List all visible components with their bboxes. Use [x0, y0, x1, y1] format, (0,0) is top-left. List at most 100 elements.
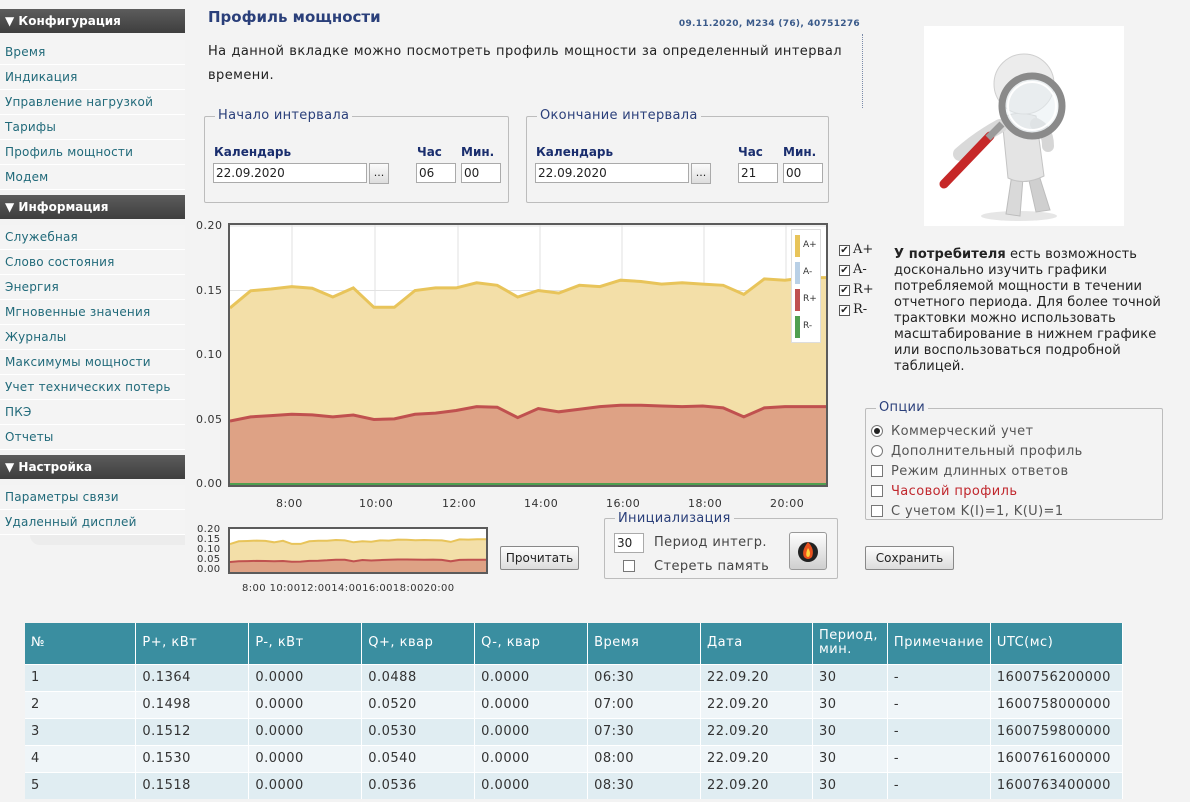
mini-chart-y-tick: 0.15 — [197, 534, 221, 545]
table-header-row: № P+, кВт P-, кВт Q+, квар Q-, квар Врем… — [25, 623, 1124, 664]
table-row[interactable]: 5 0.1518 0.0000 0.0536 0.0000 08:30 22.09.20 30… — [25, 771, 1124, 799]
col-time[interactable]: Время — [587, 623, 701, 664]
coef-checkbox[interactable] — [871, 505, 883, 517]
chart-y-tick: 0.20 — [196, 219, 223, 232]
commercial-label: Коммерческий учет — [891, 424, 1034, 439]
sidebar-section-info[interactable]: ▼ Информация — [0, 195, 185, 219]
end-date-input[interactable]: 22.09.2020 — [535, 163, 689, 183]
sidebar-item-tech-losses[interactable]: Учет технических потерь — [0, 375, 185, 400]
col-number[interactable]: № — [25, 623, 137, 664]
table-cell: 0.0000 — [474, 771, 589, 799]
additional-profile-radio[interactable] — [871, 445, 883, 457]
mini-chart-y-tick: 0.00 — [197, 564, 221, 575]
table-row[interactable]: 3 0.1512 0.0000 0.0530 0.0000 07:30 22.09.20 30… — [25, 717, 1124, 745]
table-cell: 22.09.20 — [700, 744, 813, 772]
header-divider — [862, 34, 863, 108]
table-cell: 1 — [25, 663, 137, 691]
sidebar-item-instant-values[interactable]: Мгновенные значения — [0, 300, 185, 325]
sidebar-item-load-control[interactable]: Управление нагрузкой — [0, 90, 185, 115]
mini-chart[interactable] — [228, 527, 488, 574]
col-q-plus[interactable]: Q+, квар — [361, 623, 476, 664]
col-date[interactable]: Дата — [700, 623, 813, 664]
sidebar-item-time[interactable]: Время — [0, 40, 185, 65]
chart-y-tick: 0.15 — [196, 283, 223, 297]
end-hour-label: Час — [738, 145, 763, 159]
end-min-input[interactable]: 00 — [783, 163, 823, 183]
start-date-picker-button[interactable]: ... — [369, 163, 389, 184]
sidebar-section-settings[interactable]: ▼ Настройка — [0, 455, 185, 479]
table-cell: 0.0000 — [474, 717, 589, 745]
series-a-minus-checkbox[interactable]: ✔ — [839, 265, 850, 276]
table-row[interactable]: 2 0.1498 0.0000 0.0520 0.0000 07:00 22.09.20 30… — [25, 690, 1124, 718]
sidebar-item-power-maximums[interactable]: Максимумы мощности — [0, 350, 185, 375]
table-cell: 0.0000 — [248, 717, 363, 745]
sidebar-item-power-profile[interactable]: Профиль мощности — [0, 140, 185, 165]
table-cell: 30 — [812, 744, 888, 772]
start-interval-legend: Начало интервала — [215, 108, 353, 123]
table-cell: 30 — [812, 663, 888, 691]
power-profile-chart[interactable] — [228, 223, 828, 487]
save-button[interactable]: Сохранить — [865, 546, 954, 570]
table-cell: 1600756200000 — [990, 663, 1124, 691]
info-text-body: есть возможность досконально изучить гра… — [894, 247, 1161, 374]
sidebar-item-service[interactable]: Служебная — [0, 225, 185, 250]
end-hour-input[interactable]: 21 — [738, 163, 778, 183]
sidebar-item-indication[interactable]: Индикация — [0, 65, 185, 90]
init-legend: Инициализация — [615, 511, 734, 526]
col-p-plus[interactable]: P+, кВт — [135, 623, 250, 664]
sidebar-item-remote-display[interactable]: Удаленный дисплей — [0, 510, 185, 535]
table-cell: 0.0000 — [248, 690, 363, 718]
sidebar-item-connection-params[interactable]: Параметры связи — [0, 485, 185, 510]
col-p-minus[interactable]: P-, кВт — [248, 623, 363, 664]
period-input[interactable]: 30 — [614, 533, 644, 553]
table-cell: 1600759800000 — [990, 717, 1124, 745]
col-utc[interactable]: UTC(мс) — [990, 623, 1124, 664]
table-cell: 06:30 — [587, 663, 701, 691]
col-q-minus[interactable]: Q-, квар — [474, 623, 589, 664]
sidebar-item-modem[interactable]: Модем — [0, 165, 185, 190]
init-run-button[interactable] — [789, 532, 827, 570]
sidebar-section-config[interactable]: ▼ Конфигурация — [0, 9, 185, 33]
table-cell: 1600758000000 — [990, 690, 1124, 718]
long-answers-checkbox[interactable] — [871, 465, 883, 477]
legend-label-r-minus: R- — [803, 321, 813, 331]
sidebar-item-status-word[interactable]: Слово состояния — [0, 250, 185, 275]
chart-line-R+ — [230, 403, 826, 423]
sidebar-item-journals[interactable]: Журналы — [0, 325, 185, 350]
table-cell: 0.0520 — [361, 690, 476, 718]
sidebar-item-energy[interactable]: Энергия — [0, 275, 185, 300]
read-button[interactable]: Прочитать — [500, 546, 579, 570]
legend-label-a-plus: A+ — [803, 240, 817, 250]
sidebar-item-tariffs[interactable]: Тарифы — [0, 115, 185, 140]
start-hour-input[interactable]: 06 — [416, 163, 456, 183]
start-min-label: Мин. — [461, 145, 495, 159]
table-row[interactable]: 4 0.1530 0.0000 0.0540 0.0000 08:00 22.09.20 30… — [25, 744, 1124, 772]
mini-chart-x-axis: 8:00 10:0012:0014:0016:0018:0020:00 — [242, 583, 455, 594]
chart-x-tick: 10:00 — [359, 497, 394, 510]
hourly-profile-checkbox[interactable] — [871, 485, 883, 497]
sidebar-item-pke[interactable]: ПКЭ — [0, 400, 185, 425]
series-r-minus-checkbox[interactable]: ✔ — [839, 305, 850, 316]
table-cell: 0.1512 — [135, 717, 250, 745]
table-cell: 4 — [25, 744, 137, 772]
end-date-picker-button[interactable]: ... — [691, 163, 711, 184]
start-min-input[interactable]: 00 — [461, 163, 501, 183]
series-r-plus-checkbox[interactable]: ✔ — [839, 285, 850, 296]
table-row[interactable]: 1 0.1364 0.0000 0.0488 0.0000 06:30 22.09.20 30… — [25, 663, 1124, 691]
mini-chart-y-tick: 0.10 — [197, 544, 221, 555]
sidebar-item-reports[interactable]: Отчеты — [0, 425, 185, 450]
start-calendar-label: Календарь — [214, 145, 292, 159]
table-cell: 08:30 — [587, 771, 701, 799]
legend-swatch-r-minus — [795, 316, 800, 338]
erase-memory-checkbox[interactable] — [623, 560, 635, 572]
col-period[interactable]: Период, мин. — [812, 623, 888, 664]
start-date-input[interactable]: 22.09.2020 — [213, 163, 367, 183]
table-cell: 0.1518 — [135, 771, 250, 799]
commercial-radio[interactable] — [871, 425, 883, 437]
end-calendar-label: Календарь — [536, 145, 614, 159]
table-cell: 22.09.20 — [700, 690, 813, 718]
series-a-plus-checkbox[interactable]: ✔ — [839, 245, 850, 256]
legend-label-r-plus: R+ — [803, 294, 817, 304]
col-note[interactable]: Примечание — [887, 623, 991, 664]
series-a-plus-label: A+ — [853, 242, 874, 257]
